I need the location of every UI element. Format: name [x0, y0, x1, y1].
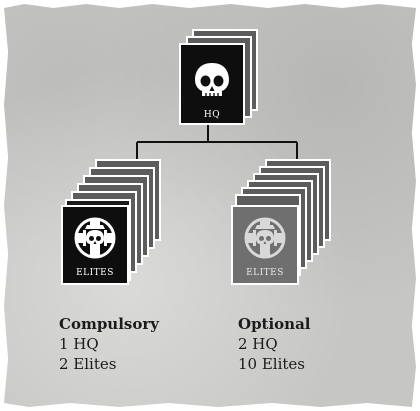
hq-card-stack — [179, 29, 258, 125]
optional-line: 2 HQ — [238, 335, 278, 353]
connector-lines — [136, 124, 298, 162]
hq-card-label: HQ — [203, 110, 221, 120]
skull-emblem-icon — [73, 216, 117, 260]
compulsory-line: 1 HQ — [59, 335, 99, 353]
optional-heading: Optional — [238, 315, 311, 333]
optional-elites-stack — [231, 159, 331, 285]
compulsory-heading: Compulsory — [59, 315, 159, 333]
compulsory-block: Compulsory 1 HQ 2 Elites — [59, 314, 159, 374]
optional-card-label: ELITES — [246, 268, 284, 278]
compulsory-elites-stack — [61, 159, 161, 285]
optional-line: 10 Elites — [238, 355, 306, 373]
skull-emblem-icon — [243, 216, 287, 260]
optional-block: Optional 2 HQ 10 Elites — [238, 314, 311, 374]
compulsory-line: 2 Elites — [59, 355, 117, 373]
compulsory-card-label: ELITES — [76, 268, 114, 278]
